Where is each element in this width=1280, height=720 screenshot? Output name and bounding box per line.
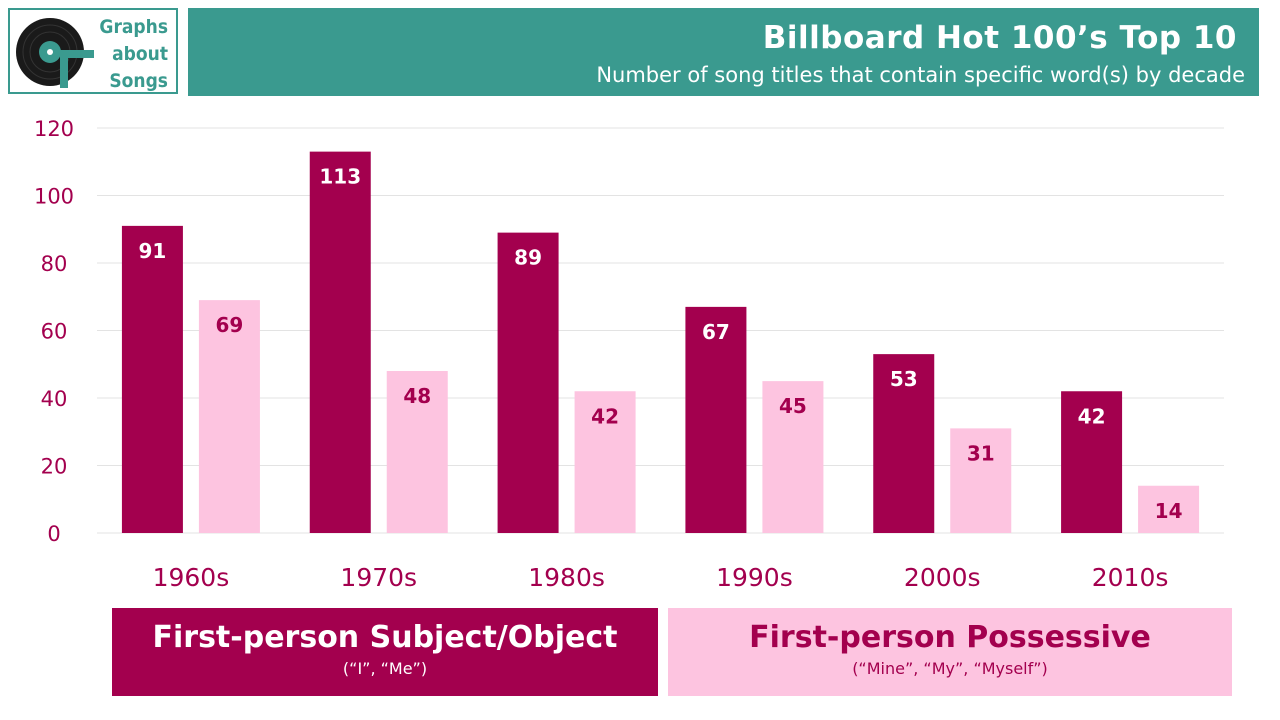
bar-series-1 [1061, 391, 1123, 533]
data-label: 45 [779, 394, 807, 418]
header-bar: Billboard Hot 100’s Top 10 Number of son… [188, 8, 1259, 96]
logo-text: Graphs about Songs [99, 14, 168, 95]
legend-series-2-name: First-person Possessive [749, 620, 1151, 655]
legend-series-2-detail: (“Mine”, “My”, “Myself”) [852, 659, 1048, 678]
y-tick-label: 20 [41, 455, 68, 479]
x-category-label: 2000s [904, 563, 981, 592]
logo-line-3: Songs [109, 70, 168, 92]
data-label: 48 [403, 384, 431, 408]
y-tick-label: 0 [47, 522, 60, 546]
x-category-label: 2010s [1092, 563, 1169, 592]
x-category-label: 1980s [528, 563, 605, 592]
bar-series-2 [1138, 485, 1200, 533]
logo-line-2: about [112, 43, 168, 65]
chart-title: Billboard Hot 100’s Top 10 [762, 20, 1237, 56]
vinyl-record-icon [16, 18, 94, 88]
x-category-label: 1970s [340, 563, 417, 592]
legend-series-1-name: First-person Subject/Object [152, 620, 618, 655]
data-label: 91 [138, 239, 166, 263]
bar-series-1 [497, 232, 559, 533]
logo-line-1: Graphs [99, 16, 168, 38]
bar-series-1 [121, 225, 183, 533]
bar-series-2 [574, 391, 636, 533]
y-tick-label: 100 [34, 185, 74, 209]
data-label: 42 [591, 404, 619, 428]
data-label: 69 [215, 313, 243, 337]
bar-series-2 [198, 300, 260, 533]
y-tick-label: 40 [41, 387, 68, 411]
chart-subtitle: Number of song titles that contain speci… [596, 63, 1245, 87]
data-label: 67 [702, 320, 730, 344]
bar-series-2 [386, 371, 448, 533]
legend-series-1-detail: (“I”, “Me”) [342, 659, 428, 678]
bar-series-2 [762, 381, 824, 533]
x-category-label: 1990s [716, 563, 793, 592]
y-tick-label: 120 [34, 117, 74, 141]
legend-series-1: First-person Subject/Object (“I”, “Me”) [112, 608, 658, 696]
logo: Graphs about Songs [8, 8, 178, 94]
bar-series-1 [309, 151, 371, 533]
bar-series-1 [685, 306, 747, 533]
data-label: 31 [967, 441, 995, 465]
y-tick-label: 60 [41, 320, 68, 344]
bar-series-1 [873, 354, 935, 533]
legend-series-2: First-person Possessive (“Mine”, “My”, “… [668, 608, 1232, 696]
data-label: 89 [514, 246, 542, 270]
data-label: 42 [1078, 404, 1106, 428]
x-category-label: 1960s [153, 563, 230, 592]
data-label: 53 [890, 367, 918, 391]
data-label: 14 [1155, 499, 1183, 523]
data-label: 113 [319, 165, 361, 189]
y-tick-label: 80 [41, 252, 68, 276]
bar-series-2 [950, 428, 1012, 533]
